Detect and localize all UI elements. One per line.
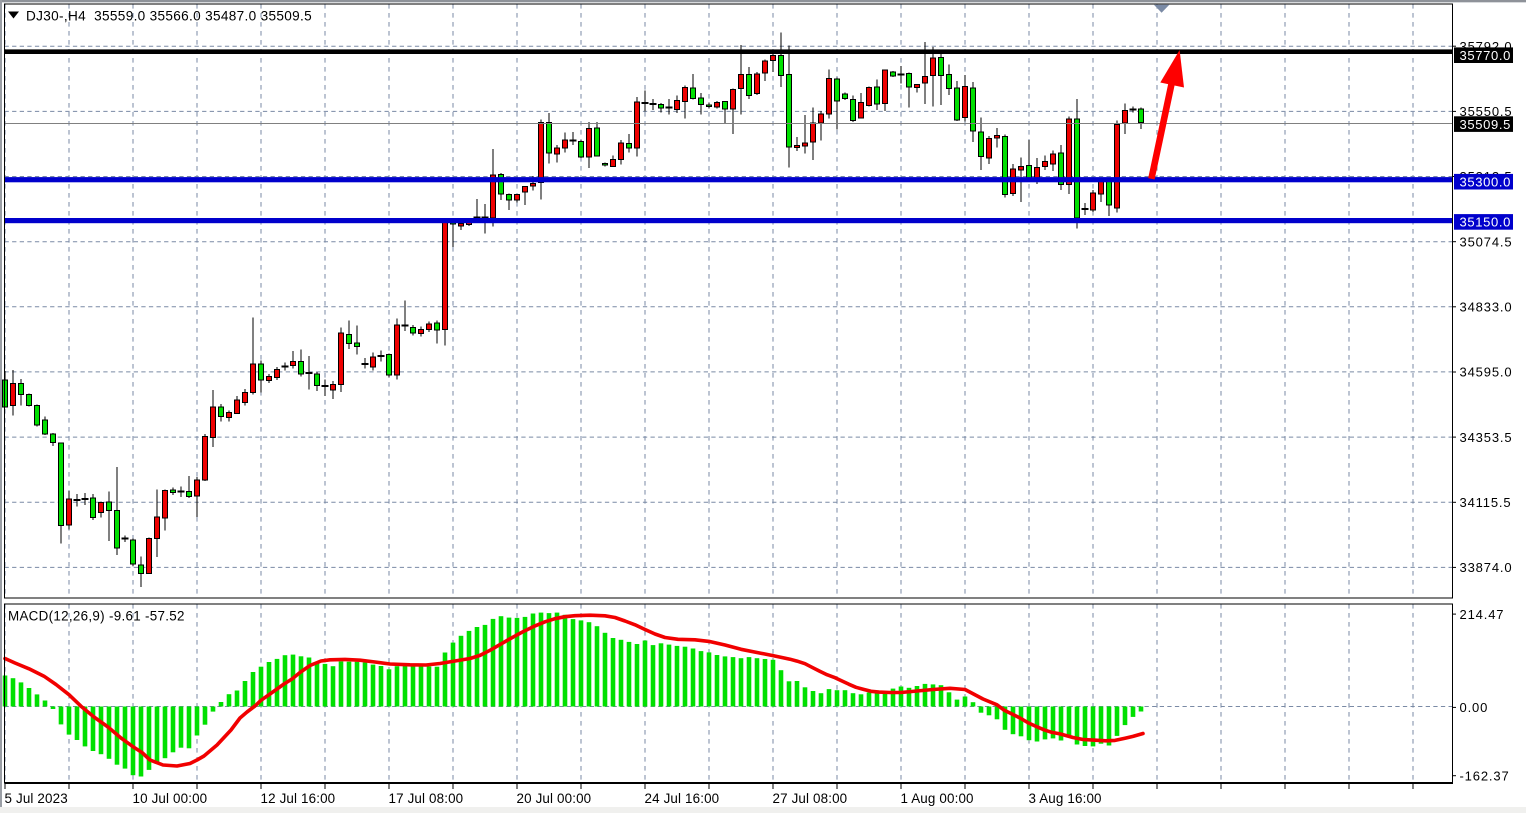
svg-text:35300.0: 35300.0 [1460, 175, 1512, 190]
svg-text:0.00: 0.00 [1460, 700, 1489, 715]
svg-text:24 Jul 16:00: 24 Jul 16:00 [645, 791, 720, 806]
svg-text:34833.0: 34833.0 [1460, 300, 1513, 315]
svg-text:3 Aug 16:00: 3 Aug 16:00 [1029, 791, 1102, 806]
svg-text:34595.0: 34595.0 [1460, 365, 1513, 380]
svg-text:20 Jul 00:00: 20 Jul 00:00 [517, 791, 592, 806]
svg-text:34115.5: 34115.5 [1460, 495, 1512, 510]
svg-text:17 Jul 08:00: 17 Jul 08:00 [389, 791, 464, 806]
svg-text:35550.5: 35550.5 [1460, 104, 1513, 119]
svg-text:10 Jul 00:00: 10 Jul 00:00 [133, 791, 208, 806]
svg-text:-162.37: -162.37 [1460, 768, 1510, 783]
svg-text:35770.0: 35770.0 [1460, 48, 1512, 63]
svg-text:35074.5: 35074.5 [1460, 234, 1513, 249]
svg-text:5 Jul 2023: 5 Jul 2023 [5, 791, 68, 806]
svg-text:27 Jul 08:00: 27 Jul 08:00 [773, 791, 848, 806]
svg-text:35509.5: 35509.5 [1460, 117, 1512, 132]
svg-text:34353.5: 34353.5 [1460, 430, 1513, 445]
svg-text:35150.0: 35150.0 [1460, 215, 1512, 230]
svg-text:33874.0: 33874.0 [1460, 560, 1513, 575]
svg-text:214.47: 214.47 [1460, 607, 1505, 622]
svg-text:12 Jul 16:00: 12 Jul 16:00 [261, 791, 336, 806]
svg-text:1 Aug 00:00: 1 Aug 00:00 [901, 791, 974, 806]
svg-text:DJ30-,H4 35559.0 35566.0 3548: DJ30-,H4 35559.0 35566.0 35487.0 35509.5 [26, 9, 312, 24]
svg-text:MACD(12,26,9) -9.61 -57.52: MACD(12,26,9) -9.61 -57.52 [8, 609, 185, 624]
